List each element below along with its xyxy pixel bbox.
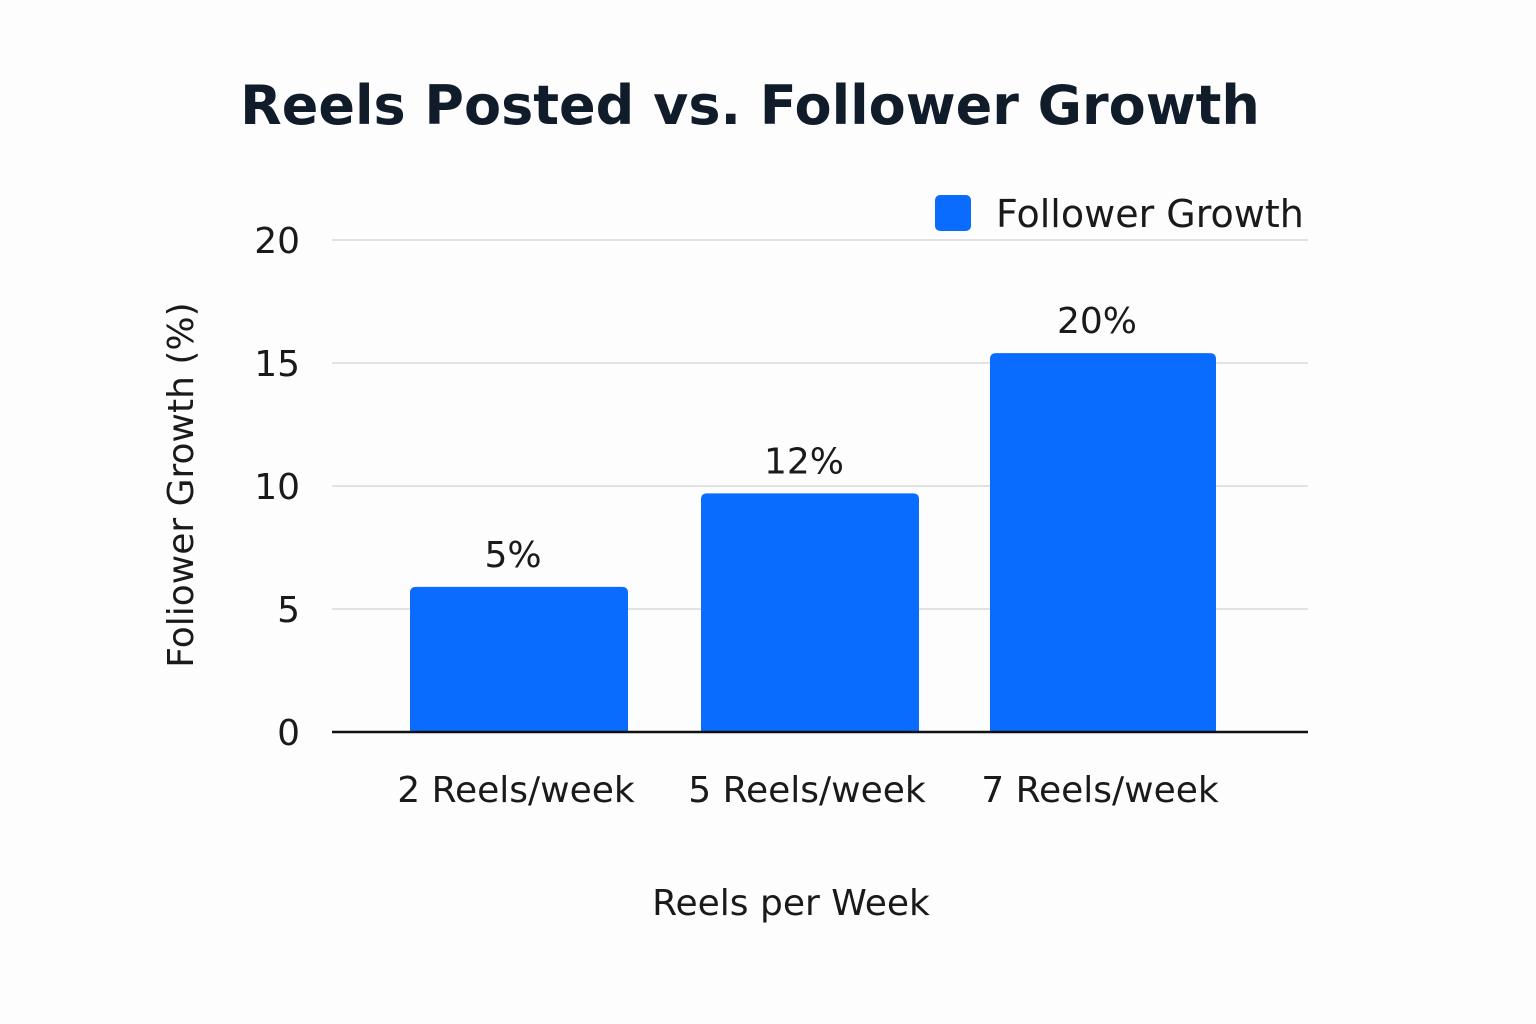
legend-swatch xyxy=(935,195,971,231)
x-tick-label: 7 Reels/week xyxy=(981,770,1219,811)
x-tick-label: 5 Reels/week xyxy=(688,770,926,811)
data-labels: 5% 12% 20% xyxy=(484,301,1137,576)
bar-data-label: 20% xyxy=(1057,301,1137,342)
legend-label: Follower Growth xyxy=(996,192,1304,236)
bar xyxy=(701,493,919,732)
y-axis-ticks: 0 5 10 15 20 xyxy=(254,221,300,754)
chart-title: Reels Posted vs. Follower Growth xyxy=(240,74,1260,137)
bar-data-label: 12% xyxy=(764,441,844,482)
x-axis-ticks: 2 Reels/week 5 Reels/week 7 Reels/week xyxy=(397,770,1219,811)
bar xyxy=(990,353,1216,732)
bar-data-label: 5% xyxy=(484,535,541,576)
bars xyxy=(410,353,1216,732)
y-tick-label: 20 xyxy=(254,221,300,262)
y-tick-label: 0 xyxy=(277,713,300,754)
legend: Follower Growth xyxy=(935,192,1304,236)
y-tick-label: 15 xyxy=(254,344,300,385)
y-tick-label: 10 xyxy=(254,467,300,508)
y-axis-title: Foliower Growth (%) xyxy=(161,302,202,667)
y-tick-label: 5 xyxy=(277,590,300,631)
bar xyxy=(410,586,628,732)
x-axis-title: Reels per Week xyxy=(652,883,930,924)
x-tick-label: 2 Reels/week xyxy=(397,770,635,811)
